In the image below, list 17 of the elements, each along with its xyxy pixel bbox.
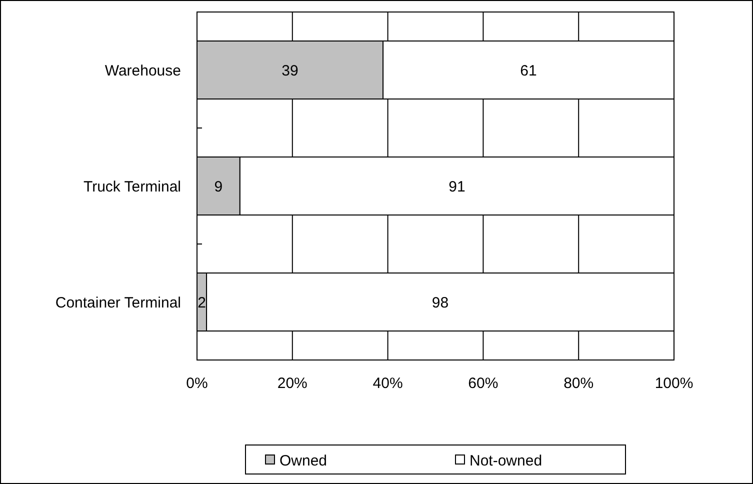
y-tick-label: Warehouse (104, 62, 181, 80)
x-tick-label: 20% (277, 375, 308, 392)
y-tick-label: Container Terminal (55, 294, 181, 312)
data-label: 9 (214, 178, 223, 196)
x-tick-label: 80% (564, 375, 594, 392)
data-label: 2 (198, 294, 206, 312)
data-label: 91 (448, 178, 466, 196)
data-label: 39 (282, 62, 298, 80)
x-tick-label: 100% (654, 375, 694, 392)
x-tick-label: 40% (372, 375, 403, 392)
x-tick-label: 60% (468, 375, 498, 392)
y-tick-label: Truck Terminal (83, 178, 181, 196)
data-label: 98 (432, 294, 449, 312)
legend-label: Owned (280, 452, 328, 470)
data-label: 61 (520, 62, 537, 80)
x-tick-label: 0% (186, 375, 208, 392)
legend-label: Not-owned (470, 452, 542, 470)
